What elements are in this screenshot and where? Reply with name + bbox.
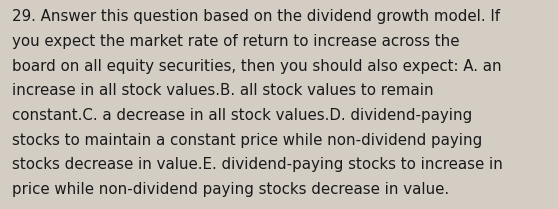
Text: stocks decrease in value.E. dividend-paying stocks to increase in: stocks decrease in value.E. dividend-pay… [12, 157, 503, 172]
Text: increase in all stock values.B. all stock values to remain: increase in all stock values.B. all stoc… [12, 83, 434, 98]
Text: board on all equity securities, then you should also expect: A. an: board on all equity securities, then you… [12, 59, 502, 74]
Text: 29. Answer this question based on the dividend growth model. If: 29. Answer this question based on the di… [12, 9, 501, 24]
Text: you expect the market rate of return to increase across the: you expect the market rate of return to … [12, 34, 460, 49]
Text: price while non-dividend paying stocks decrease in value.: price while non-dividend paying stocks d… [12, 182, 449, 197]
Text: stocks to maintain a constant price while non-dividend paying: stocks to maintain a constant price whil… [12, 133, 483, 148]
Text: constant.C. a decrease in all stock values.D. dividend-paying: constant.C. a decrease in all stock valu… [12, 108, 473, 123]
